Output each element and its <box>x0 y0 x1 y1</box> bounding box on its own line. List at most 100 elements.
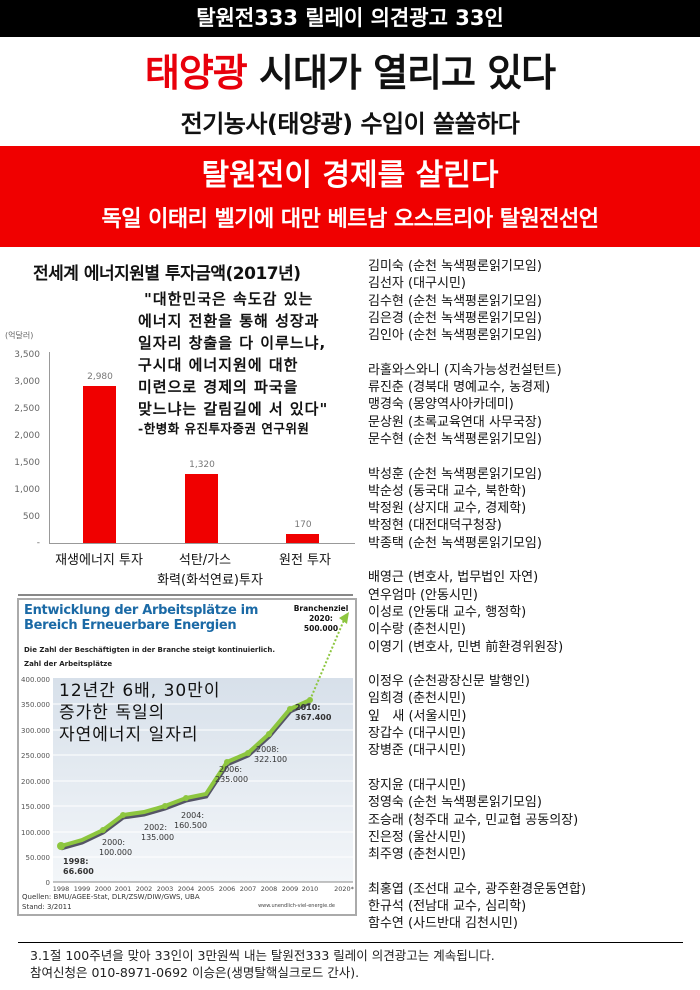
signatory: 박순성 (동국대 교수, 북한학) <box>368 483 527 499</box>
quote-line: "대한민국은 속도감 있는 <box>144 290 314 308</box>
footer-line2: 참여신청은 010-8971-0692 이승은(생명탈핵실크로드 간사). <box>30 965 360 980</box>
svg-text:2005: 2005 <box>198 885 215 893</box>
y-tick: 2,000 <box>14 431 40 441</box>
svg-text:300.000: 300.000 <box>21 727 50 735</box>
quote-line: 에너지 전환을 통해 성장과 <box>138 312 320 330</box>
footer: 3.1절 100주년을 맞아 33인이 3만원씩 내는 탈원전333 릴레이 의… <box>30 947 495 981</box>
quote-line: 일자리 창출을 다 이루느냐, <box>138 334 327 352</box>
svg-text:2010:: 2010: <box>295 703 320 712</box>
signatory: 장지윤 (대구시민) <box>368 777 466 793</box>
y-tick: 1,500 <box>14 458 40 468</box>
signatory-group: 라홀와스와니 (지속가능성컨설턴트) 류진춘 (경북대 명예교수, 농경제) 맹… <box>368 362 586 448</box>
overlay-caption: 12년간 6배, 30만이 증가한 독일의 자연에너지 일자리 <box>59 680 221 746</box>
signatory: 잎 새 (서울시민) <box>368 708 467 724</box>
svg-text:2020*: 2020* <box>334 885 355 893</box>
signatory-group: 이정우 (순천광장신문 발행인) 임희경 (춘천시민) 잎 새 (서울시민) 장… <box>368 673 586 759</box>
svg-text:2000: 2000 <box>95 885 112 893</box>
svg-text:1999: 1999 <box>74 885 91 893</box>
signatory: 이정우 (순천광장신문 발행인) <box>368 674 530 690</box>
svg-text:66.600: 66.600 <box>63 867 94 876</box>
signatory: 정영숙 (순천 녹색평론읽기모임) <box>368 795 542 811</box>
svg-text:150.000: 150.000 <box>21 803 50 811</box>
svg-text:2008: 2008 <box>261 885 278 893</box>
subheadline: 전기농사(태양광) 수입이 쏠쏠하다 <box>180 110 520 138</box>
y-tick: 1,000 <box>14 485 40 495</box>
chart-website: www.unendlich-viel-energie.de <box>258 903 335 909</box>
svg-text:2006:: 2006: <box>219 765 242 774</box>
x-category: 재생에너지 투자 <box>55 553 143 568</box>
red-banner: 탈원전이 경제를 살린다 독일 이태리 벨기에 대만 베트남 오스트리아 탈원전… <box>0 146 700 247</box>
bar-value: 1,320 <box>189 460 215 470</box>
svg-text:1998: 1998 <box>53 885 70 893</box>
signatory-group: 배영근 (변호사, 법무법인 자연) 연우엄마 (안동시민) 이성로 (안동대 … <box>368 569 586 655</box>
signatory: 박종택 (순천 녹색평론읽기모임) <box>368 535 542 551</box>
signatory: 이수랑 (춘천시민) <box>368 622 466 638</box>
svg-text:2002: 2002 <box>136 885 153 893</box>
svg-text:2006: 2006 <box>219 885 236 893</box>
svg-text:1998:: 1998: <box>63 857 88 866</box>
signatory-list: 김미숙 (순천 녹색평론읽기모임) 김선자 (대구시민) 김수현 (순천 녹색평… <box>368 258 586 950</box>
signatory: 김은경 (순천 녹색평론읽기모임) <box>368 310 542 326</box>
signatory: 임희경 (춘천시민) <box>368 691 466 707</box>
goal-label: Branchenziel 2020: 500.000 <box>293 604 349 633</box>
signatory: 배영근 (변호사, 법무법인 자연) <box>368 570 539 586</box>
quote-source: -한병화 유진투자증권 연구위원 <box>138 421 310 436</box>
overlay-line: 증가한 독일의 <box>59 703 166 723</box>
signatory: 맹경숙 (몽양역사아카데미) <box>368 397 514 413</box>
svg-text:2003: 2003 <box>157 885 174 893</box>
red-banner-line1: 탈원전이 경제를 살린다 <box>201 158 499 193</box>
svg-text:2009: 2009 <box>282 885 299 893</box>
y-tick: 3,000 <box>14 377 40 387</box>
svg-text:2004:: 2004: <box>181 811 204 820</box>
signatory: 박성훈 (순천 녹색평론읽기모임) <box>368 466 542 482</box>
line-chart-svg: 400.000 350.000 300.000 250.000 200.000 150.… <box>21 612 355 893</box>
x-category: 석탄/가스 <box>178 553 232 568</box>
signatory: 이영기 (변호사, 민변 前환경위원장) <box>368 639 564 655</box>
signatory: 진은정 (울산시민) <box>368 829 466 845</box>
y-tick: - <box>36 538 40 548</box>
line-chart-ylabel: Zahl der Arbeitsplätze <box>24 660 113 668</box>
signatory: 문상원 (초록교육연대 사무국장) <box>368 414 542 430</box>
headline-rest: 시대가 열리고 있다 <box>246 51 556 95</box>
line-chart-title: Entwicklung der Arbeitsplätze im Bereich… <box>24 603 259 633</box>
chart-stand: Stand: 3/2011 <box>22 903 72 911</box>
svg-text:0: 0 <box>46 879 50 887</box>
x-axis <box>49 543 355 544</box>
signatory: 함수연 (사드반대 김천시민) <box>368 916 518 932</box>
signatory: 류진춘 (경북대 명예교수, 농경제) <box>368 380 551 396</box>
overlay-line: 자연에너지 일자리 <box>59 725 199 745</box>
svg-text:160.500: 160.500 <box>174 821 207 830</box>
svg-text:250.000: 250.000 <box>21 752 50 760</box>
signatory-group: 장지윤 (대구시민) 정영숙 (순천 녹색평론읽기모임) 조승래 (청주대 교수… <box>368 777 586 863</box>
svg-text:100.000: 100.000 <box>99 848 132 857</box>
svg-text:2008:: 2008: <box>256 745 279 754</box>
footer-divider <box>18 942 683 943</box>
signatory: 김인아 (순천 녹색평론읽기모임) <box>368 328 542 344</box>
x-category: 원전 투자 <box>279 553 331 568</box>
quote-line: 미련으로 경제의 파국을 <box>138 378 299 396</box>
signatory: 문수현 (순천 녹색평론읽기모임) <box>368 431 542 447</box>
headline-highlight: 태양광 <box>144 51 248 95</box>
signatory-group: 최홍엽 (조선대 교수, 광주환경운동연합) 한규석 (전남대 교수, 심리학)… <box>368 881 586 933</box>
signatory-group: 김미숙 (순천 녹색평론읽기모임) 김선자 (대구시민) 김수현 (순천 녹색평… <box>368 258 586 344</box>
quote-line: 맞느냐는 갈림길에 서 있다" <box>138 400 329 418</box>
bar-fossil <box>185 474 218 543</box>
svg-text:135.000: 135.000 <box>141 833 174 842</box>
quote-line: 구시대 에너지원에 대한 <box>138 356 299 374</box>
svg-text:400.000: 400.000 <box>21 676 50 684</box>
chart-source: Quellen: BMU/AGEE-Stat, DLR/ZSW/DIW/GWS,… <box>22 893 200 901</box>
signatory: 장갑수 (대구시민) <box>368 726 466 742</box>
signatory: 김수현 (순천 녹색평론읽기모임) <box>368 293 542 309</box>
y-tick: 500 <box>22 512 40 522</box>
signatory: 박정현 (대전대덕구청장) <box>368 518 502 534</box>
svg-text:322.100: 322.100 <box>254 755 287 764</box>
signatory: 한규석 (전남대 교수, 심리학) <box>368 898 527 914</box>
signatory: 김선자 (대구시민) <box>368 276 466 292</box>
svg-text:2004: 2004 <box>178 885 195 893</box>
svg-text:2001: 2001 <box>115 885 132 893</box>
line-chart-subtitle: Die Zahl der Beschäftigten in der Branch… <box>24 646 275 654</box>
jobs-line-chart: Entwicklung der Arbeitsplätze im Bereich… <box>17 598 357 916</box>
signatory: 이성로 (안동대 교수, 행정학) <box>368 604 527 620</box>
svg-text:367.400: 367.400 <box>295 713 332 722</box>
svg-text:2002:: 2002: <box>144 823 167 832</box>
